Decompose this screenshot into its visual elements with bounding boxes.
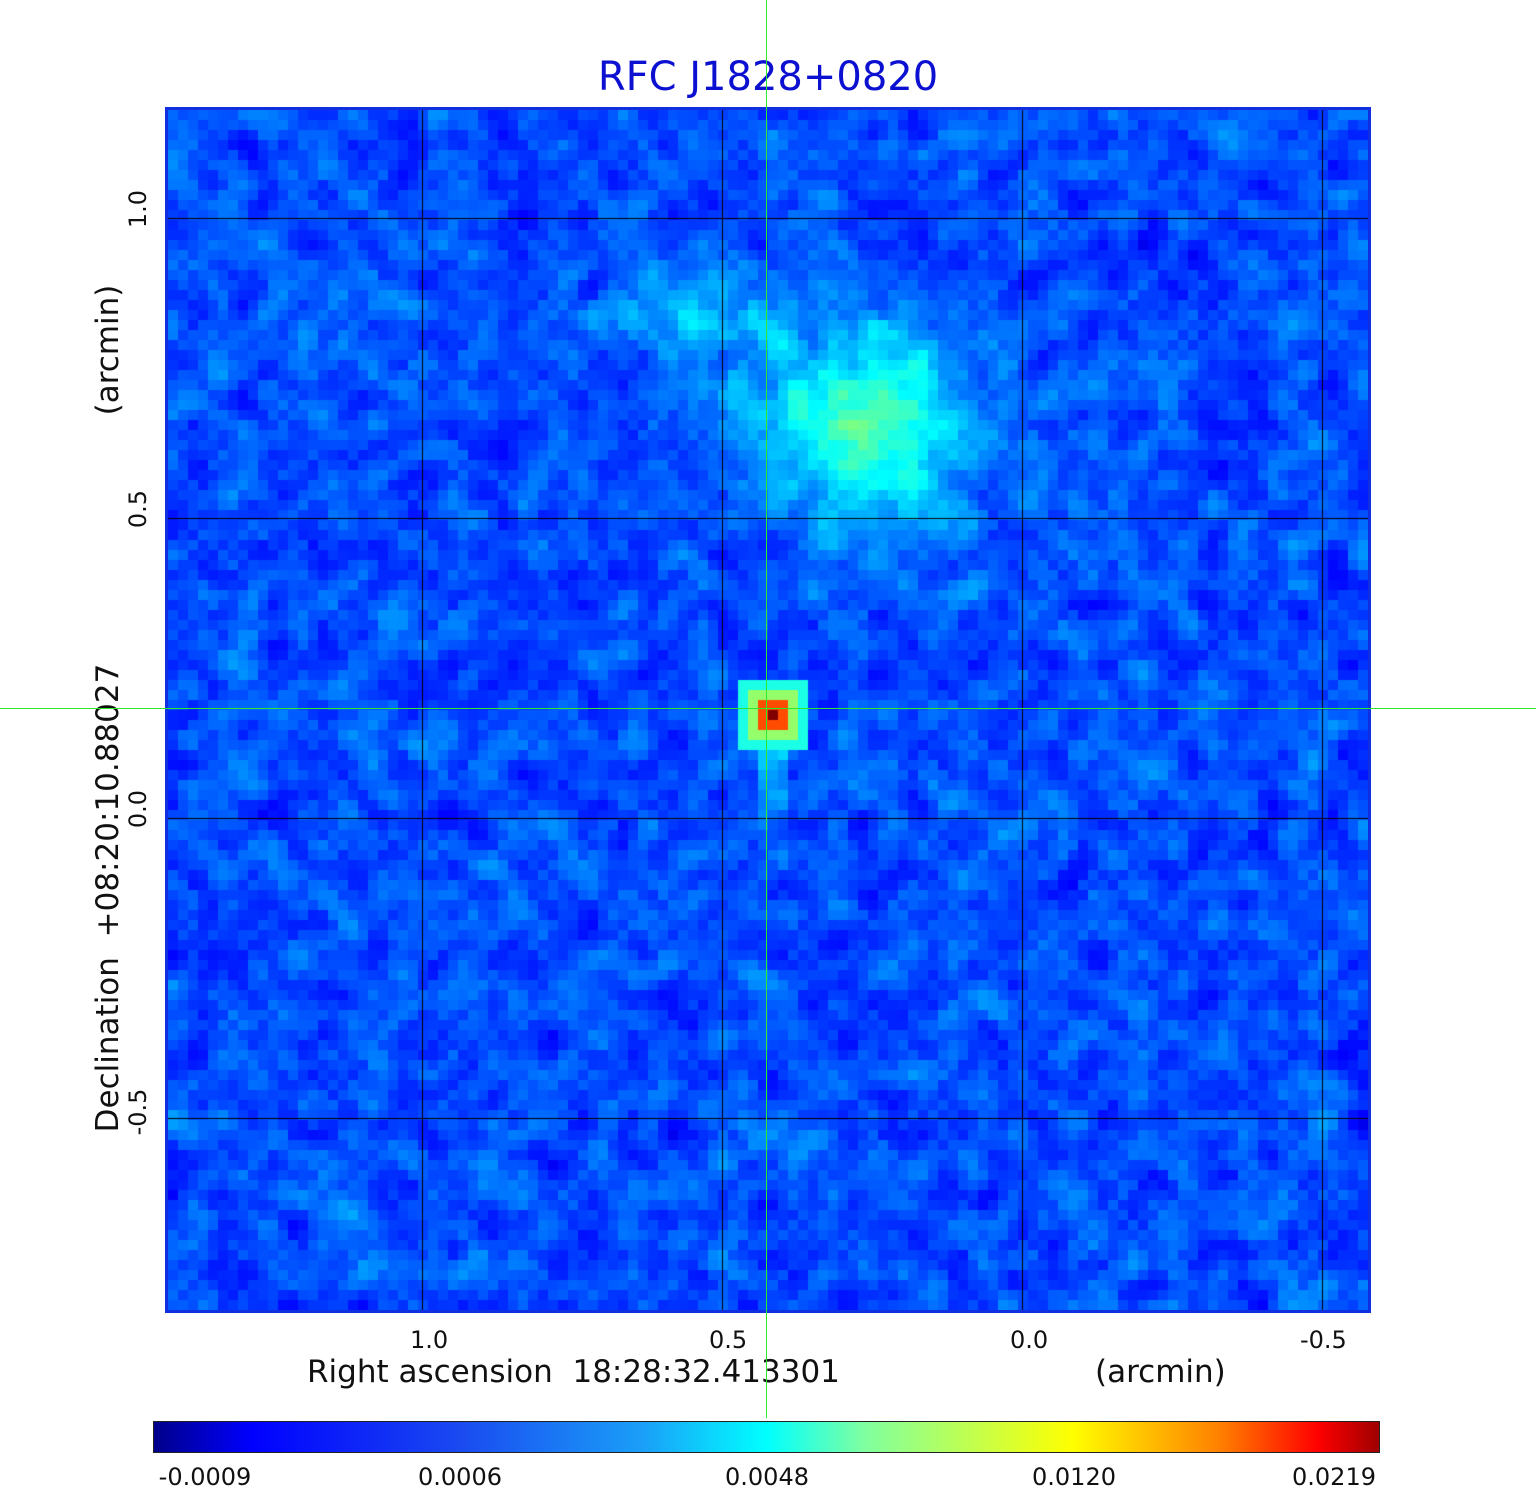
x-tick-label: 0.5 [709, 1326, 748, 1354]
colorbar-tick-label: 0.0219 [1292, 1463, 1376, 1491]
plot-title: RFC J1828+0820 [597, 54, 939, 100]
x-axis-label: Right ascension 18:28:32.413301 [307, 1354, 840, 1390]
y-tick-label: 1.0 [124, 189, 152, 229]
x-axis-unit: (arcmin) [1095, 1354, 1226, 1390]
y-tick-label: -0.5 [124, 1088, 152, 1136]
x-tick-label: -0.5 [1300, 1326, 1347, 1354]
x-tick-label: 1.0 [410, 1326, 449, 1354]
colorbar-tick-label: 0.0006 [418, 1463, 502, 1491]
y-axis-label: Declination +08:20:10.88027 [90, 663, 126, 1133]
y-axis-unit: (arcmin) [90, 284, 126, 416]
y-tick-label: 0.0 [124, 789, 152, 829]
colorbar-tick-label: -0.0009 [158, 1463, 252, 1491]
colorbar-tick-label: 0.0120 [1032, 1463, 1116, 1491]
crosshair-horizontal [0, 708, 1536, 709]
radio-intensity-map [168, 110, 1368, 1310]
radio-image-panel[interactable] [165, 107, 1371, 1313]
colorbar [153, 1421, 1380, 1453]
crosshair-vertical [766, 0, 767, 1418]
colorbar-tick-label: 0.0048 [725, 1463, 809, 1491]
y-tick-label: 0.5 [124, 489, 152, 529]
x-tick-label: 0.0 [1010, 1326, 1049, 1354]
